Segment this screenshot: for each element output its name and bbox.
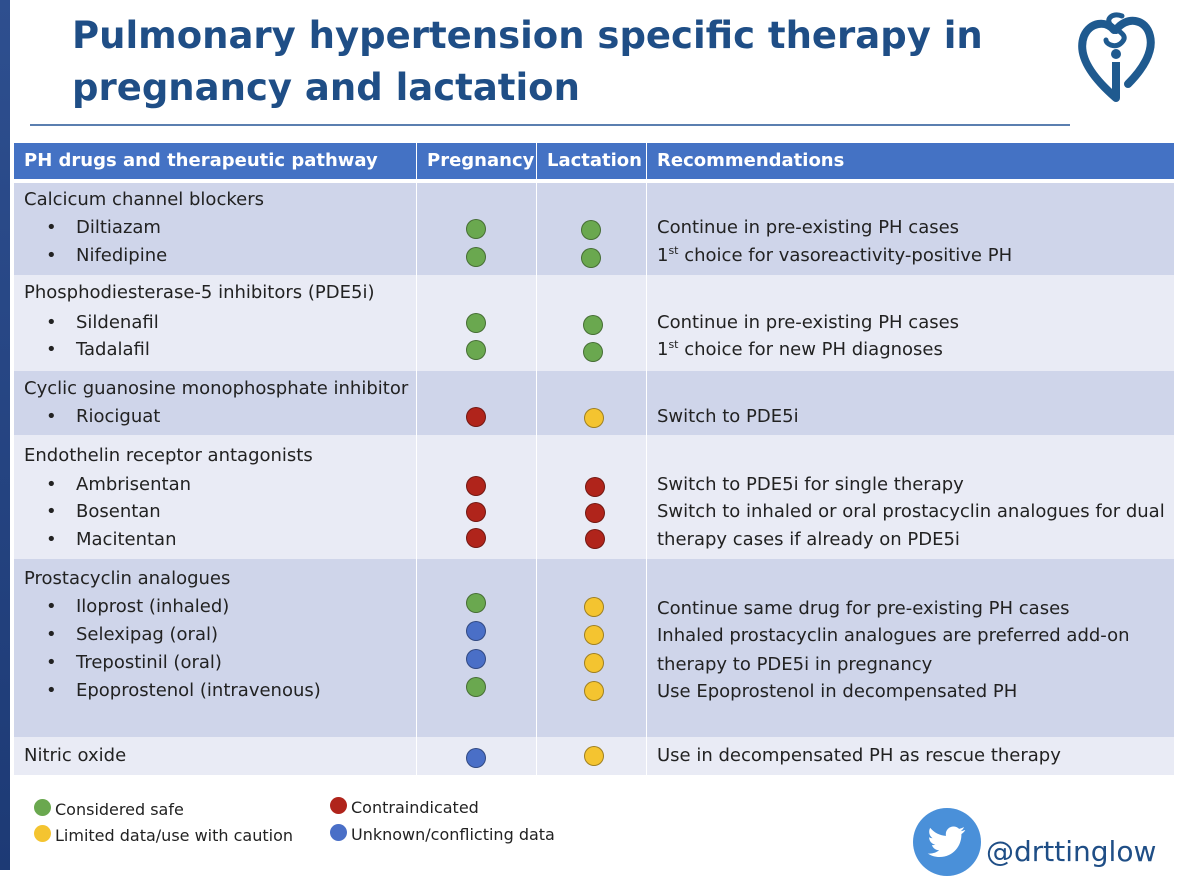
group-nitric-oxide: Nitric oxide Use in decompensated PH as … — [14, 737, 1174, 775]
status-dot-caution — [584, 625, 604, 645]
recommendation-text: 1st choice for new PH diagnoses — [657, 338, 943, 360]
legend-unknown: Unknown/conflicting data — [351, 825, 555, 844]
header-pregnancy: Pregnancy — [427, 150, 535, 171]
recommendation-text: Continue in pre-existing PH cases — [657, 312, 960, 333]
status-dot-unknown — [466, 621, 486, 641]
legend-caution: Limited data/use with caution — [55, 826, 294, 845]
status-dot-caution — [584, 681, 604, 701]
recommendation-text: Switch to PDE5i — [657, 406, 799, 427]
recommendation-text: therapy cases if already on PDE5i — [657, 529, 960, 550]
status-dot-safe — [466, 593, 486, 613]
header-recommendations: Recommendations — [657, 150, 845, 171]
status-dot-caution — [584, 408, 604, 428]
recommendation-text: Use Epoprostenol in decompensated PH — [657, 681, 1018, 702]
status-dot-caution — [584, 653, 604, 673]
status-dot-caution — [584, 597, 604, 617]
drug-name: Sildenafil — [46, 309, 159, 337]
status-dot-contraindicated — [466, 476, 486, 496]
group-name: Phosphodiesterase-5 inhibitors (PDE5i) — [24, 282, 375, 303]
recommendation-text: Switch to inhaled or oral prostacyclin a… — [657, 501, 1165, 522]
group-pde5-inhibitors: Phosphodiesterase-5 inhibitors (PDE5i) S… — [14, 275, 1174, 371]
legend-contraindicated: Contraindicated — [351, 798, 479, 817]
group-calcium-channel-blockers: Calcicum channel blockers Diltiazam Nife… — [14, 183, 1174, 275]
header-pathway: PH drugs and therapeutic pathway — [24, 150, 378, 171]
group-name: Calcicum channel blockers — [24, 189, 264, 210]
heart-i-logo — [1078, 12, 1155, 102]
page-title: Pulmonary hypertension specific therapy … — [72, 14, 983, 109]
drug-name: Nifedipine — [46, 242, 167, 270]
recommendation-text: Use in decompensated PH as rescue therap… — [657, 745, 1061, 766]
drug-name: Trepostinil (oral) — [46, 649, 222, 677]
recommendation-text: Continue same drug for pre-existing PH c… — [657, 598, 1070, 619]
table-header-bg — [14, 143, 1174, 179]
status-dot-contraindicated — [585, 503, 605, 523]
recommendation-text: Switch to PDE5i for single therapy — [657, 474, 964, 495]
legend-dot-caution — [34, 825, 51, 842]
drug-name: Epoprostenol (intravenous) — [46, 677, 321, 705]
drug-name: Macitentan — [46, 526, 176, 554]
drug-name: Riociguat — [46, 403, 160, 431]
recommendation-text: therapy to PDE5i in pregnancy — [657, 654, 933, 675]
group-name: Endothelin receptor antagonists — [24, 445, 313, 466]
status-dot-safe — [466, 219, 486, 239]
group-name: Cyclic guanosine monophosphate inhibitor — [24, 378, 409, 399]
status-dot-contraindicated — [466, 502, 486, 522]
status-dot-contraindicated — [585, 529, 605, 549]
status-dot-safe — [466, 677, 486, 697]
twitter-handle: @drttinglow — [986, 835, 1157, 868]
left-accent-bar — [0, 0, 10, 870]
status-dot-safe — [581, 248, 601, 268]
group-cgmp-inhibitor: Cyclic guanosine monophosphate inhibitor… — [14, 371, 1174, 435]
status-dot-caution — [584, 746, 604, 766]
status-dot-unknown — [466, 649, 486, 669]
drug-name: Diltiazam — [46, 214, 161, 242]
drug-name: Bosentan — [46, 498, 161, 526]
status-dot-contraindicated — [466, 407, 486, 427]
status-dot-safe — [466, 247, 486, 267]
drug-name: Tadalafil — [46, 336, 150, 364]
status-dot-safe — [466, 313, 486, 333]
recommendation-text: 1st choice for vasoreactivity-positive P… — [657, 244, 1013, 266]
group-name: Prostacyclin analogues — [24, 568, 231, 589]
twitter-bird-icon — [913, 808, 981, 876]
header-lactation: Lactation — [547, 150, 642, 171]
drug-name: Iloprost (inhaled) — [46, 593, 229, 621]
column-divider — [536, 143, 537, 775]
status-dot-safe — [466, 340, 486, 360]
legend-safe: Considered safe — [55, 800, 184, 819]
group-name: Nitric oxide — [24, 745, 127, 766]
status-dot-safe — [583, 315, 603, 335]
group-prostacyclin-analogues: Prostacyclin analogues Iloprost (inhaled… — [14, 559, 1174, 737]
status-dot-unknown — [466, 748, 486, 768]
column-divider — [416, 143, 417, 775]
legend-dot-contraindicated — [330, 797, 347, 814]
column-divider — [646, 143, 647, 775]
status-dot-contraindicated — [466, 528, 486, 548]
status-dot-contraindicated — [585, 477, 605, 497]
drug-name: Selexipag (oral) — [46, 621, 218, 649]
legend-dot-unknown — [330, 824, 347, 841]
recommendation-text: Inhaled prostacyclin analogues are prefe… — [657, 625, 1130, 646]
legend-dot-safe — [34, 799, 51, 816]
recommendation-text: Continue in pre-existing PH cases — [657, 217, 960, 238]
group-endothelin-receptor-antagonists: Endothelin receptor antagonists Ambrisen… — [14, 435, 1174, 559]
drug-name: Ambrisentan — [46, 471, 191, 499]
title-divider — [30, 124, 1070, 126]
status-dot-safe — [583, 342, 603, 362]
status-dot-safe — [581, 220, 601, 240]
